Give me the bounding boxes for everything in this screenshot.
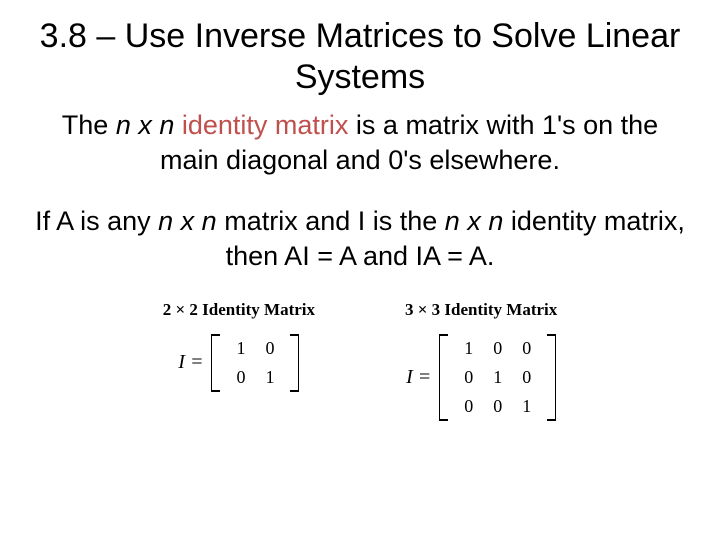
matrix-2x2-block: 2 × 2 Identity Matrix I = 1 0 0 1 bbox=[163, 300, 315, 421]
matrix-cell: 0 bbox=[226, 363, 255, 392]
matrix-cell: 0 bbox=[454, 392, 483, 421]
matrix-cell: 0 bbox=[483, 392, 512, 421]
matrix-2x2-equation: I = 1 0 0 1 bbox=[163, 334, 315, 392]
matrix-2x2-title: 2 × 2 Identity Matrix bbox=[163, 300, 315, 320]
matrix-cell: 0 bbox=[483, 334, 512, 363]
table-row: 0 0 1 bbox=[454, 392, 541, 421]
matrix-3x3-equation: I = 1 0 0 0 1 0 bbox=[405, 334, 557, 421]
matrix-2x2-table: 1 0 0 1 bbox=[226, 334, 284, 392]
matrix-cell: 1 bbox=[483, 363, 512, 392]
matrix-cell: 0 bbox=[454, 363, 483, 392]
matrix-cell: 1 bbox=[226, 334, 255, 363]
matrix-3x3-block: 3 × 3 Identity Matrix I = 1 0 0 0 1 bbox=[405, 300, 557, 421]
left-bracket-icon bbox=[211, 334, 220, 392]
nxn-text: n x n bbox=[158, 206, 217, 236]
slide-title: 3.8 – Use Inverse Matrices to Solve Line… bbox=[30, 16, 690, 98]
nxn-text: n x n bbox=[445, 206, 504, 236]
table-row: 1 0 bbox=[226, 334, 284, 363]
matrix-cell: 0 bbox=[512, 334, 541, 363]
matrix-cell: 0 bbox=[512, 363, 541, 392]
matrix-2x2-lhs: I = bbox=[178, 351, 203, 374]
matrices-row: 2 × 2 Identity Matrix I = 1 0 0 1 bbox=[30, 300, 690, 421]
matrix-3x3-title: 3 × 3 Identity Matrix bbox=[405, 300, 557, 320]
definition-paragraph: The n x n identity matrix is a matrix wi… bbox=[30, 108, 690, 178]
matrix-3x3-table: 1 0 0 0 1 0 0 0 1 bbox=[454, 334, 541, 421]
text: The bbox=[62, 110, 116, 140]
matrix-3x3-lhs: I = bbox=[406, 366, 431, 389]
table-row: 1 0 0 bbox=[454, 334, 541, 363]
left-bracket-icon bbox=[439, 334, 448, 421]
slide: 3.8 – Use Inverse Matrices to Solve Line… bbox=[0, 0, 720, 540]
matrix-cell: 1 bbox=[454, 334, 483, 363]
matrix-cell: 0 bbox=[255, 334, 284, 363]
text: If A is any bbox=[35, 206, 158, 236]
matrix-cell: 1 bbox=[255, 363, 284, 392]
property-paragraph: If A is any n x n matrix and I is the n … bbox=[30, 204, 690, 274]
nxn-text: n x n bbox=[116, 110, 175, 140]
right-bracket-icon bbox=[547, 334, 556, 421]
identity-matrix-term: identity matrix bbox=[174, 110, 348, 140]
right-bracket-icon bbox=[290, 334, 299, 392]
table-row: 0 1 0 bbox=[454, 363, 541, 392]
text: matrix and I is the bbox=[217, 206, 445, 236]
matrix-3x3-brackets: 1 0 0 0 1 0 0 0 1 bbox=[439, 334, 556, 421]
table-row: 0 1 bbox=[226, 363, 284, 392]
matrix-cell: 1 bbox=[512, 392, 541, 421]
matrix-2x2-brackets: 1 0 0 1 bbox=[211, 334, 299, 392]
